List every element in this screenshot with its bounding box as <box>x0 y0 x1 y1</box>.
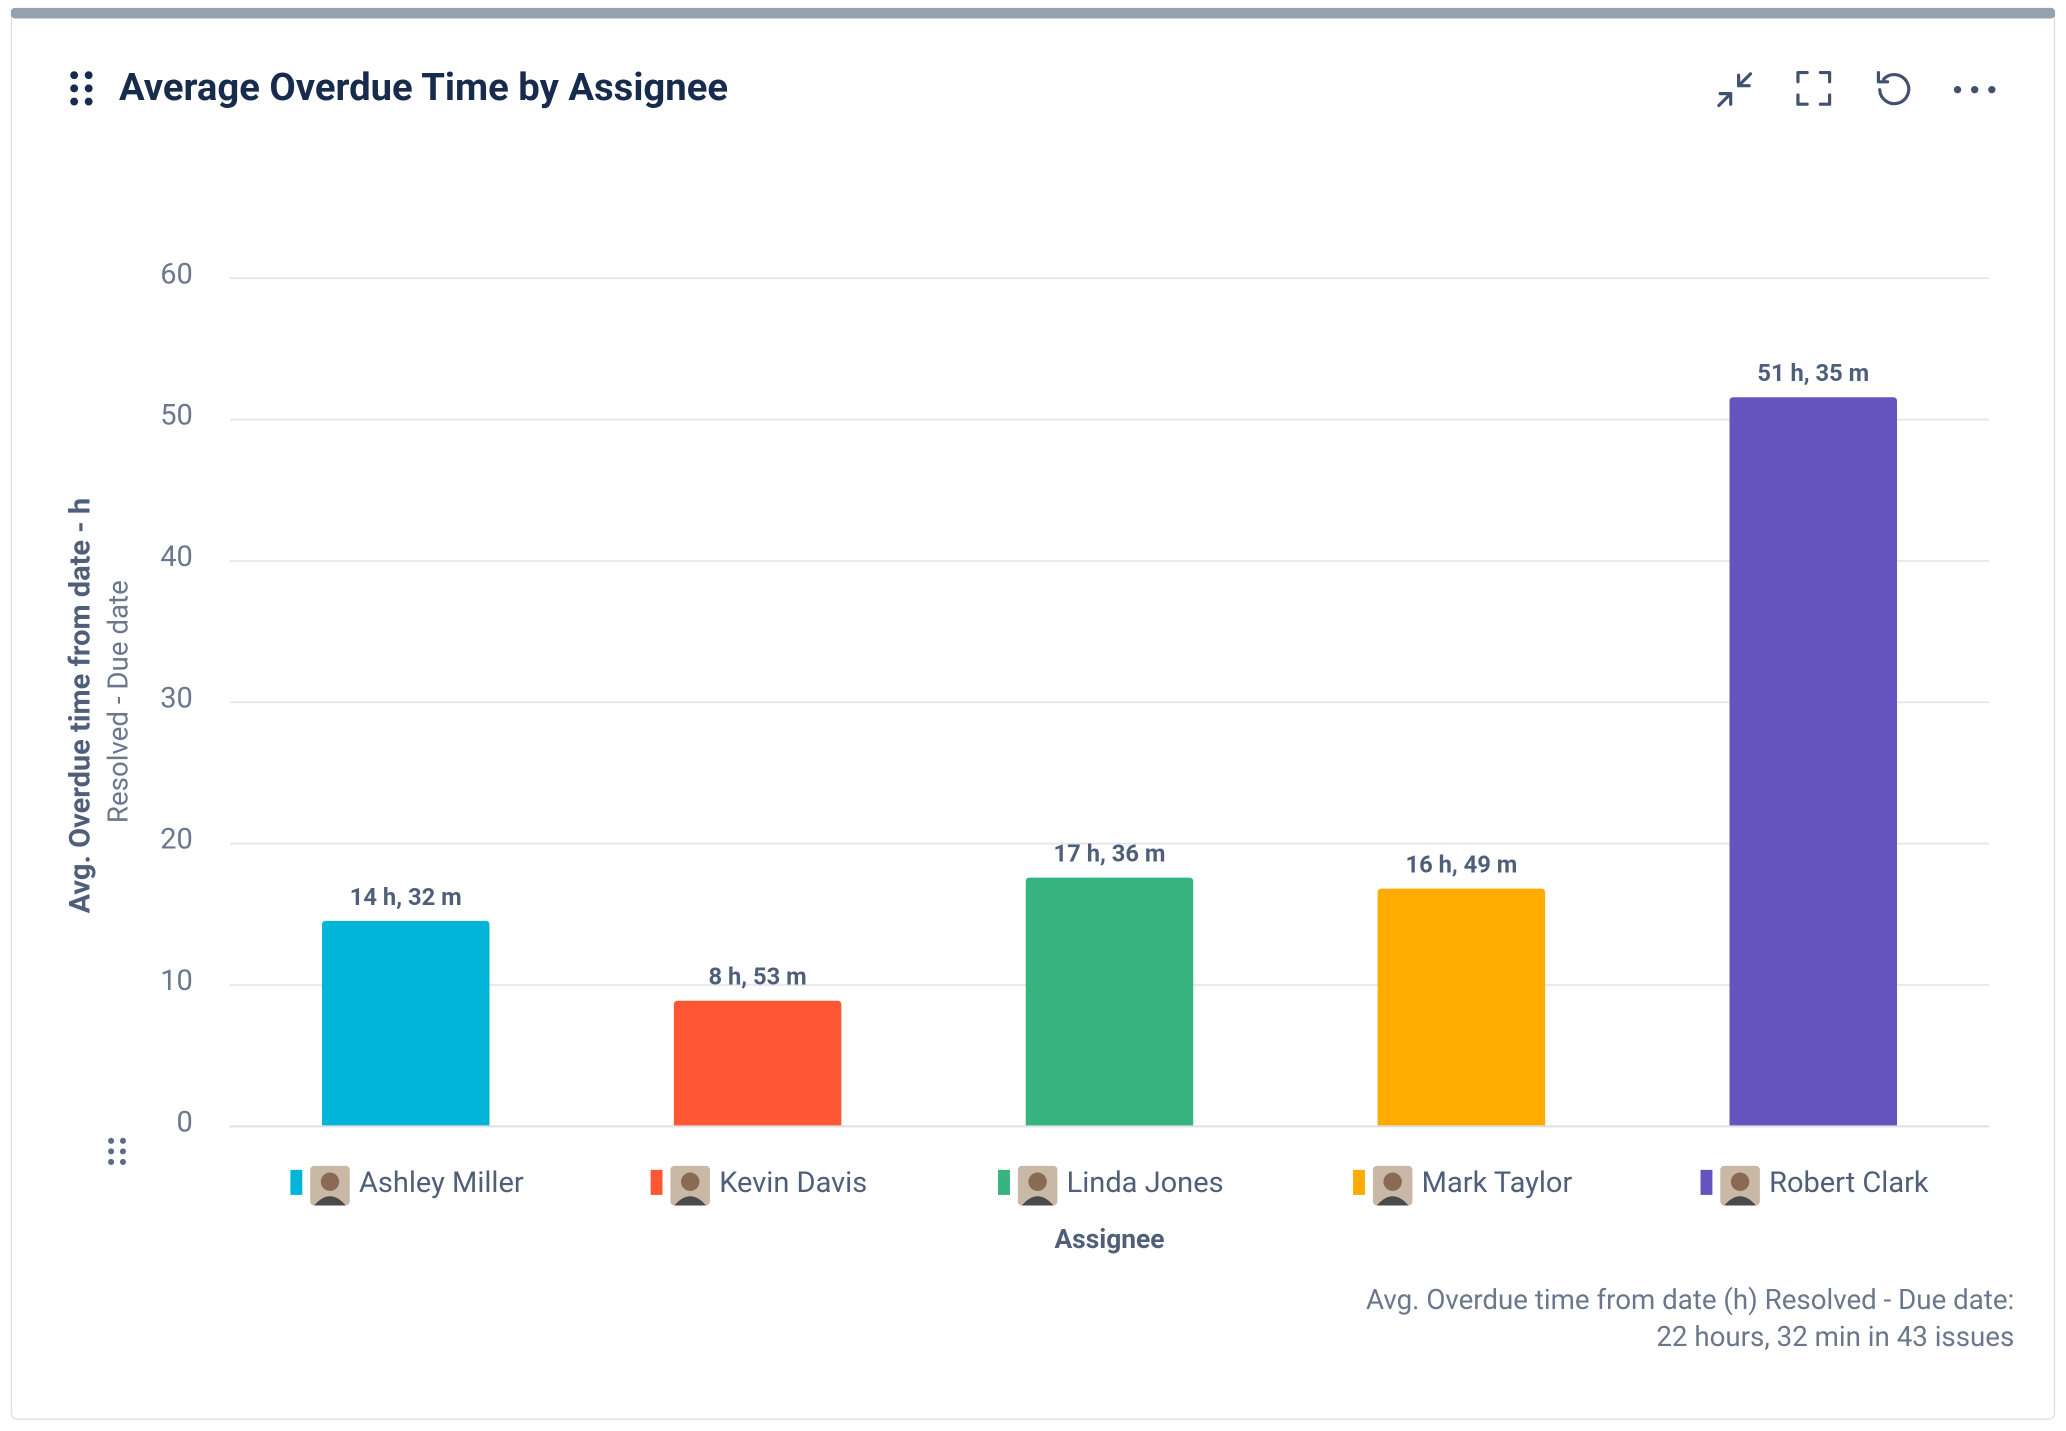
x-tick-label: Ashley Miller <box>359 1166 524 1200</box>
avatar <box>1017 1165 1058 1206</box>
x-tick-label: Kevin Davis <box>719 1166 867 1200</box>
legend-swatch <box>1353 1169 1365 1195</box>
y-tick-label: 10 <box>160 964 193 998</box>
summary-line: Avg. Overdue time from date (h) Resolved… <box>1366 1283 2014 1316</box>
y-tick-label: 50 <box>160 399 193 433</box>
y-tick-label: 40 <box>160 540 193 574</box>
y-tick-label: 60 <box>160 257 193 291</box>
refresh-icon[interactable] <box>1876 70 1911 106</box>
more-icon[interactable] <box>1953 85 1996 94</box>
value-label: 14 h, 32 m <box>350 883 462 911</box>
y-tick-label: 0 <box>177 1105 193 1139</box>
bar <box>1025 877 1194 1127</box>
avatar <box>670 1165 710 1206</box>
y-tick-label: 30 <box>160 681 193 715</box>
x-axis-title: Assignee <box>1054 1225 1164 1255</box>
y-axis-subtitle: Resolved - Due date <box>102 580 135 823</box>
x-tick-label: Robert Clark <box>1769 1166 1929 1200</box>
avatar-head <box>1028 1172 1047 1191</box>
value-label: 17 h, 36 m <box>1054 839 1166 867</box>
avatar-body <box>314 1196 346 1206</box>
x-tick-label: Linda Jones <box>1067 1166 1224 1200</box>
avatar <box>1372 1165 1413 1206</box>
legend-swatch <box>290 1169 303 1195</box>
avatar-head <box>320 1172 340 1191</box>
avatar-body <box>1724 1196 1756 1206</box>
bar <box>1377 888 1546 1127</box>
fullscreen-icon[interactable] <box>1796 70 1832 106</box>
avatar <box>310 1165 350 1206</box>
card-top-bar <box>10 7 2056 19</box>
bar <box>1729 397 1898 1127</box>
avatar-head <box>680 1172 700 1191</box>
avatar <box>1720 1165 1760 1206</box>
avatar-body <box>1021 1196 1054 1206</box>
summary-line: 22 hours, 32 min in 43 issues <box>1656 1320 2014 1353</box>
bar <box>673 1000 842 1127</box>
y-tick-label: 20 <box>160 823 193 857</box>
avatar-head <box>1730 1172 1750 1191</box>
legend-swatch <box>650 1169 663 1195</box>
value-label: 8 h, 53 m <box>708 963 806 991</box>
x-tick-label: Mark Taylor <box>1422 1166 1573 1200</box>
avatar-body <box>1376 1196 1409 1206</box>
drag-handle[interactable] <box>70 71 93 106</box>
avatar-head <box>1383 1172 1402 1191</box>
legend-handle[interactable] <box>108 1137 126 1165</box>
legend-swatch <box>998 1169 1010 1195</box>
chart-title: Average Overdue Time by Assignee <box>119 66 728 110</box>
legend-swatch <box>1700 1169 1713 1195</box>
collapse-icon[interactable] <box>1717 72 1753 108</box>
y-axis-title: Avg. Overdue time from date - h <box>64 498 98 914</box>
value-label: 51 h, 35 m <box>1757 359 1869 387</box>
value-label: 16 h, 49 m <box>1405 850 1517 878</box>
bar <box>321 920 490 1127</box>
avatar-body <box>674 1196 707 1206</box>
